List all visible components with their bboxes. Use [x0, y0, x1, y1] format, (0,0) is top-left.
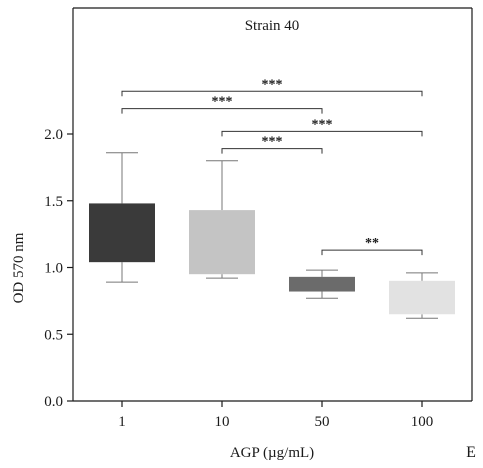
box-rect: [89, 203, 155, 263]
box-rect: [389, 280, 455, 315]
y-axis-label: OD 570 nm: [11, 232, 27, 303]
significance-label: ***: [312, 117, 333, 132]
significance-brackets: **************: [121, 77, 423, 256]
y-tick-label: 2.0: [44, 127, 63, 143]
x-tick-label: 50: [315, 414, 330, 430]
y-tick-label: 1.5: [44, 194, 63, 210]
x-tick-label: 100: [411, 414, 434, 430]
significance-label: ***: [262, 135, 283, 150]
box-series: [89, 152, 455, 319]
panel-label: E: [466, 444, 476, 461]
y-tick-label: 1.0: [44, 261, 63, 277]
x-tick-label: 10: [215, 414, 230, 430]
x-tick-label: 1: [118, 414, 126, 430]
significance-bracket: ***: [221, 117, 423, 137]
y-tick-label: 0.5: [44, 327, 63, 343]
plot-frame: [72, 7, 473, 402]
box-100: [389, 272, 455, 319]
box-10: [189, 160, 255, 279]
x-axis: 1 10 50 100: [118, 401, 433, 430]
bracket-line: [221, 148, 323, 154]
y-tick-label: 0.0: [44, 394, 63, 410]
bracket-line: [121, 108, 323, 114]
bracket-line: [121, 90, 423, 97]
box-rect: [189, 210, 255, 275]
x-axis-label: AGP (µg/mL): [230, 445, 314, 461]
y-axis: 0.0 0.5 1.0 1.5 2.0: [44, 127, 73, 410]
box-1: [89, 152, 155, 283]
significance-bracket: ***: [221, 135, 323, 154]
significance-bracket: ***: [121, 77, 423, 97]
significance-label: ***: [212, 95, 233, 110]
significance-label: **: [365, 236, 379, 251]
box-50: [289, 269, 355, 299]
bracket-line: [321, 249, 423, 256]
bracket-line: [221, 130, 423, 137]
significance-label: ***: [262, 77, 283, 92]
significance-bracket: ***: [121, 95, 323, 114]
significance-bracket: **: [321, 236, 423, 256]
chart-title: Strain 40: [245, 18, 300, 34]
box-rect: [289, 276, 355, 292]
